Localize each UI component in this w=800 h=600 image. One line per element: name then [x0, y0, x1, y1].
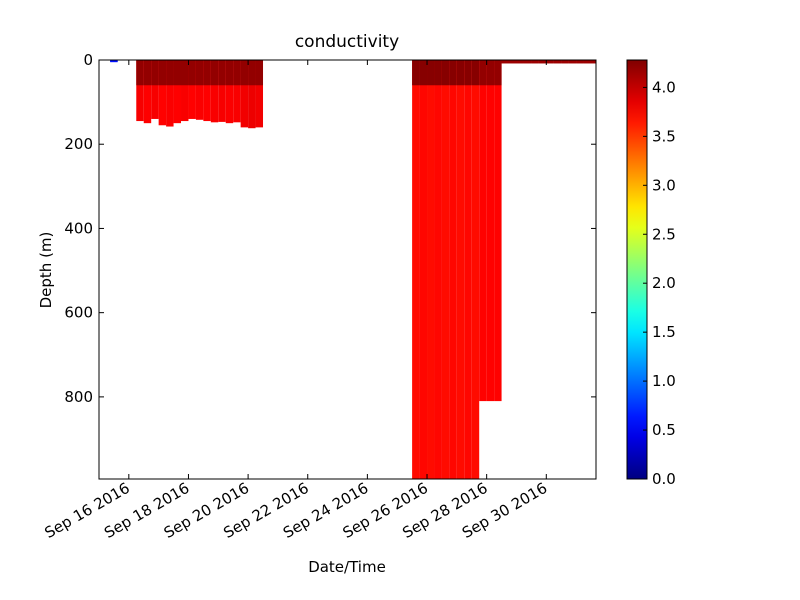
cast-deep	[427, 60, 435, 479]
cast-deep	[218, 60, 226, 122]
cast-surface	[188, 60, 196, 86]
plot-area	[110, 60, 596, 479]
y-tick-label: 400	[64, 219, 93, 237]
cast-surface	[456, 60, 465, 86]
cast-surface	[568, 60, 577, 64]
colorbar-tick-label: 1.5	[652, 323, 676, 341]
cast-deep	[449, 60, 457, 479]
cast-deep	[486, 60, 495, 402]
cast-deep	[233, 60, 241, 123]
cast-deep	[203, 60, 211, 122]
cast-surface	[509, 60, 517, 64]
cast-surface	[441, 60, 450, 86]
cast-surface	[471, 60, 480, 86]
cast-surface	[531, 60, 539, 64]
colorbar-tick-label: 2.0	[652, 274, 676, 292]
cast-surface	[576, 60, 584, 64]
cast-surface	[255, 60, 264, 86]
cast-deep	[181, 60, 189, 122]
cast-deep	[464, 60, 472, 479]
cast-surface	[143, 60, 152, 86]
plot-frame	[98, 59, 597, 480]
cast-surface	[591, 60, 596, 64]
cast-surface	[110, 60, 118, 63]
cast-deep	[255, 60, 264, 128]
cast-deep	[434, 60, 442, 479]
cast-surface	[546, 60, 554, 64]
cast-surface	[434, 60, 442, 86]
cast-surface	[151, 60, 159, 86]
cast-surface	[419, 60, 428, 86]
cast-surface	[479, 60, 487, 86]
cast-deep	[158, 60, 167, 126]
cast-surface	[464, 60, 472, 86]
cast-surface	[136, 60, 144, 86]
x-axis-label: Date/Time	[308, 558, 386, 576]
colorbar-tick-label: 1.0	[652, 372, 676, 390]
cast-deep	[419, 60, 428, 479]
colorbar-tick-label: 0.0	[652, 470, 676, 488]
cast-deep	[210, 60, 219, 123]
cast-deep	[195, 60, 204, 120]
cast-surface	[248, 60, 256, 86]
cast-surface	[449, 60, 457, 86]
cast-deep	[479, 60, 487, 402]
cast-surface	[240, 60, 249, 86]
cast-surface	[412, 60, 420, 86]
cast-surface	[561, 60, 569, 64]
cast-surface	[158, 60, 167, 86]
cast-surface	[203, 60, 211, 86]
cast-deep	[494, 60, 502, 402]
cast-surface	[516, 60, 524, 64]
cast-deep	[441, 60, 450, 479]
cast-deep	[248, 60, 256, 129]
cast-deep	[225, 60, 234, 124]
colorbar-tick-label: 3.5	[652, 127, 676, 145]
cast-surface	[583, 60, 592, 64]
cast-deep	[143, 60, 152, 124]
colorbar	[626, 59, 648, 480]
cast-surface	[501, 60, 510, 64]
cast-surface	[210, 60, 219, 86]
cast-surface	[225, 60, 234, 86]
cast-surface	[553, 60, 562, 64]
cast-surface	[166, 60, 174, 86]
colorbar-tick-label: 2.5	[652, 225, 676, 243]
y-tick-label: 0	[83, 51, 93, 69]
cast-surface	[218, 60, 226, 86]
cast-deep	[471, 60, 480, 479]
y-tick-label: 800	[64, 388, 93, 406]
cast-surface	[233, 60, 241, 86]
cast-surface	[523, 60, 532, 64]
cast-deep	[136, 60, 144, 122]
colorbar-tick-label: 3.0	[652, 176, 676, 194]
cast-surface	[195, 60, 204, 86]
colorbar-tick-label: 4.0	[652, 78, 676, 96]
cast-deep	[412, 60, 420, 479]
cast-deep	[166, 60, 174, 127]
cast-surface	[173, 60, 182, 86]
colorbar-tick-label: 0.5	[652, 421, 676, 439]
cast-surface	[494, 60, 502, 86]
cast-deep	[151, 60, 159, 119]
y-axis-label: Depth (m)	[37, 232, 55, 309]
cast-deep	[240, 60, 249, 128]
cast-surface	[181, 60, 189, 86]
cast-deep	[456, 60, 465, 479]
chart-title: conductivity	[295, 32, 399, 52]
y-tick-label: 600	[64, 304, 93, 322]
cast-deep	[173, 60, 182, 124]
cast-surface	[427, 60, 435, 86]
cast-surface	[486, 60, 495, 86]
y-tick-label: 200	[64, 135, 93, 153]
cast-surface	[538, 60, 547, 64]
cast-deep	[188, 60, 196, 119]
